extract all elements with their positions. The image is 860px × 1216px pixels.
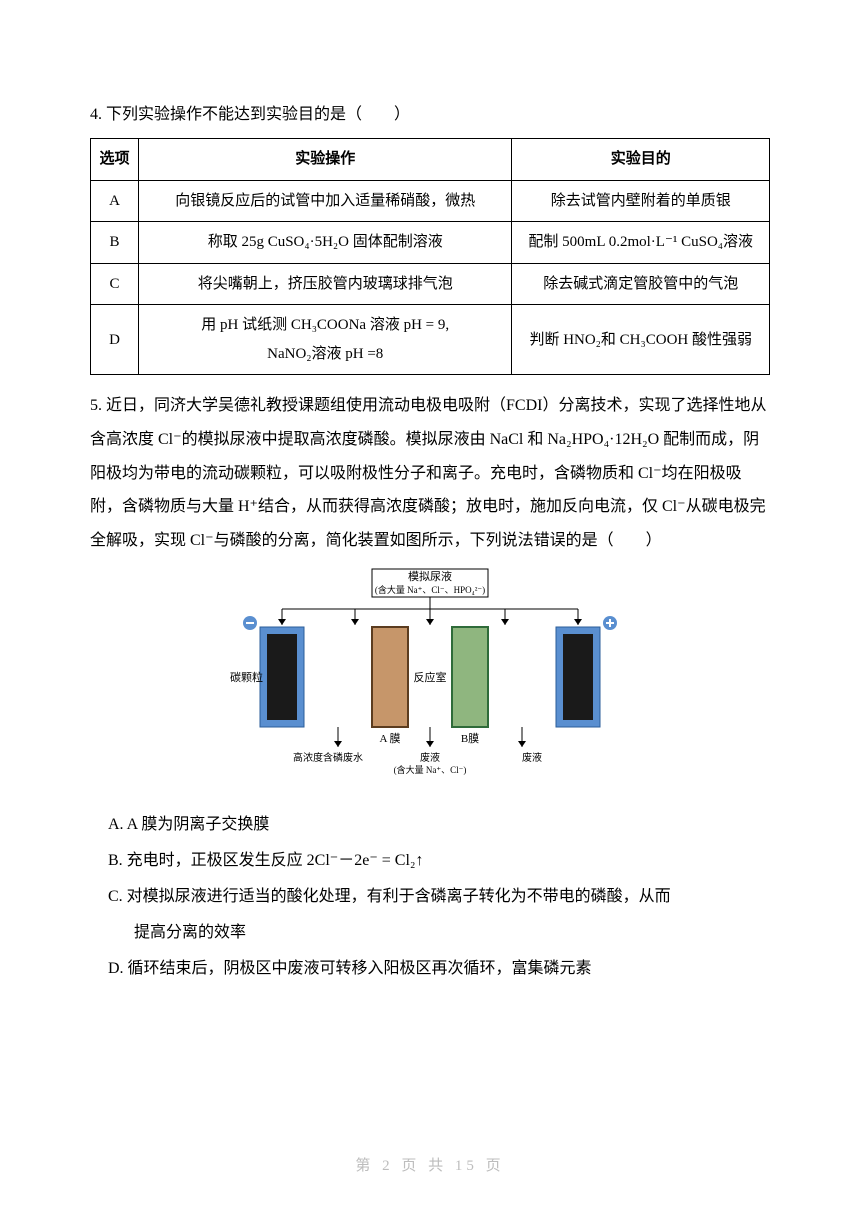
diag-top-sub: (含大量 Na⁺、Cl⁻、HPO₄²⁻)	[375, 584, 485, 595]
q4-d-opt: D	[91, 305, 139, 375]
q4-a-opt: A	[91, 180, 139, 222]
q5-option-c-line2: 提高分离的效率	[134, 917, 770, 949]
q5-option-d: D. 循环结束后，阴极区中废液可转移入阳极区再次循环，富集磷元素	[108, 953, 770, 985]
q4-c-opt: C	[91, 263, 139, 305]
diag-out-mid: 废液	[420, 751, 440, 764]
q4-th-opt: 选项	[91, 139, 139, 181]
q4-b-goal: 配制 500mL 0.2mol·L⁻¹ CuSO₄溶液	[512, 222, 770, 264]
diag-out-right: 废液	[522, 751, 542, 764]
q4-b-op: 称取 25g CuSO₄·5H₂O 固体配制溶液	[139, 222, 512, 264]
q4-d-op: 用 pH 试纸测 CH₃COONa 溶液 pH = 9, NaNO₂溶液 pH …	[139, 305, 512, 375]
q4-stem: 4. 下列实验操作不能达到实验目的是（ ）	[90, 100, 770, 130]
q4-th-goal: 实验目的	[512, 139, 770, 181]
q4-a-goal: 除去试管内壁附着的单质银	[512, 180, 770, 222]
q4-c-goal: 除去碱式滴定管胶管中的气泡	[512, 263, 770, 305]
q5-stem: 5. 近日，同济大学吴德礼教授课题组使用流动电极电吸附（FCDI）分离技术，实现…	[90, 389, 770, 557]
q5-diagram: 模拟尿液 (含大量 Na⁺、Cl⁻、HPO₄²⁻) 碳颗粒	[90, 565, 770, 795]
q5-option-c-line1: C. 对模拟尿液进行适当的酸化处理，有利于含磷离子转化为不带电的磷酸，从而	[108, 881, 770, 913]
diag-top-label: 模拟尿液	[408, 569, 452, 583]
diag-reaction-label: 反应室	[414, 670, 447, 684]
diag-out-mid-sub: (含大量 Na⁺、Cl⁻)	[394, 764, 467, 775]
diag-memb-a: A 膜	[379, 732, 400, 745]
q4-table: 选项 实验操作 实验目的 A 向银镜反应后的试管中加入适量稀硝酸，微热 除去试管…	[90, 138, 770, 375]
q4-th-op: 实验操作	[139, 139, 512, 181]
q4-b-opt: B	[91, 222, 139, 264]
q4-d-goal: 判断 HNO₂和 CH₃COOH 酸性强弱	[512, 305, 770, 375]
q5-option-b: B. 充电时，正极区发生反应 2Cl⁻－2e⁻ = Cl₂↑	[108, 845, 770, 877]
diag-memb-b: B膜	[461, 732, 479, 745]
page-footer: 第 2 页 共 15 页	[0, 1152, 860, 1181]
q5-option-a: A. A 膜为阴离子交换膜	[108, 809, 770, 841]
q4-a-op: 向银镜反应后的试管中加入适量稀硝酸，微热	[139, 180, 512, 222]
diag-out-left: 高浓度含磷废水	[293, 751, 363, 764]
diag-carbon-label-l: 碳颗粒	[230, 670, 263, 684]
q4-c-op: 将尖嘴朝上，挤压胶管内玻璃球排气泡	[139, 263, 512, 305]
